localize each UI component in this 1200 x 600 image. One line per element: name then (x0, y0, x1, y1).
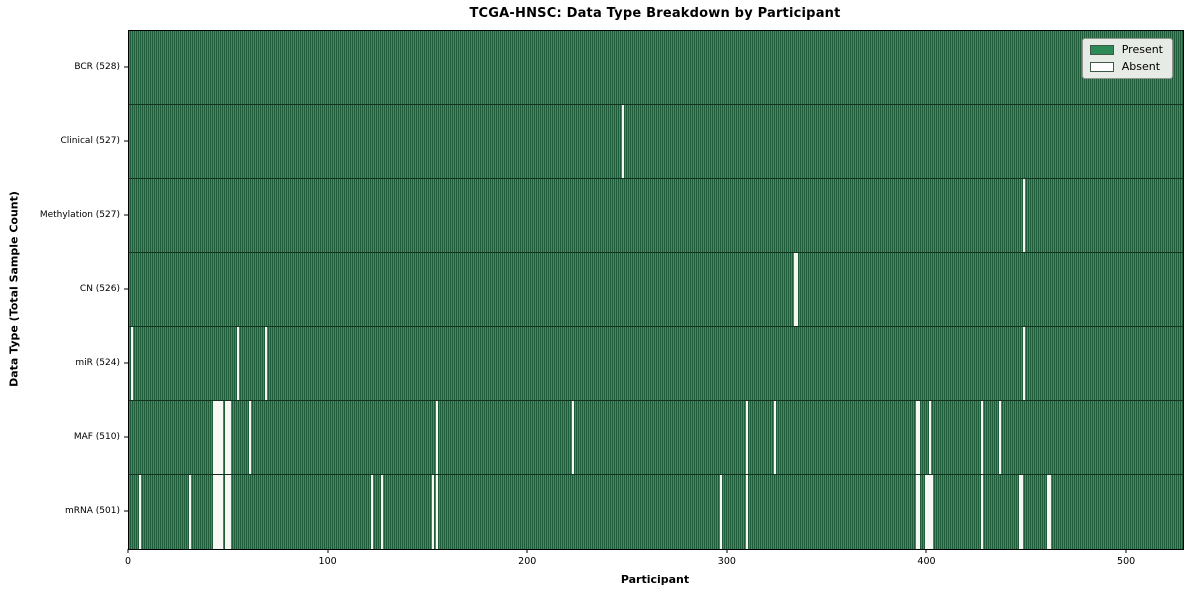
absent-gap (931, 475, 934, 549)
absent-gap (212, 475, 215, 549)
absent-gap (370, 475, 373, 549)
absent-gap (981, 401, 984, 474)
y-tick-mark (124, 214, 128, 216)
x-tick-label: 0 (124, 556, 132, 567)
y-tick-mark (124, 288, 128, 290)
absent-gap (138, 475, 141, 549)
legend: Present Absent (1081, 38, 1173, 79)
legend-entry-absent: Absent (1089, 60, 1163, 73)
absent-gap (228, 475, 231, 549)
absent-gap (214, 401, 217, 474)
x-tick-label: 100 (318, 556, 337, 567)
legend-label-present: Present (1121, 43, 1163, 56)
absent-gap (773, 401, 776, 474)
absent-gap (130, 327, 133, 400)
absent-gap (929, 475, 932, 549)
x-axis-label: Participant (620, 573, 690, 586)
absent-gap (220, 401, 223, 474)
absent-gap (216, 401, 219, 474)
x-tick-label: 300 (717, 556, 736, 567)
legend-label-absent: Absent (1121, 60, 1161, 73)
heatmap-row-CN (129, 253, 1183, 327)
heatmap-row-Methylation (129, 179, 1183, 253)
y-tick-label: miR (524) (75, 358, 120, 368)
absent-gap (999, 401, 1002, 474)
absent-gap (248, 401, 251, 474)
absent-gap (212, 401, 215, 474)
absent-gap (1023, 327, 1026, 400)
y-tick-label: mRNA (501) (65, 506, 120, 516)
x-tick-mark (526, 549, 528, 553)
absent-gap (214, 475, 217, 549)
absent-gap (929, 401, 932, 474)
absent-gap (226, 401, 229, 474)
absent-gap (380, 475, 383, 549)
y-tick-mark (124, 362, 128, 364)
heatmap-row-BCR (129, 31, 1183, 105)
absent-gap (1019, 475, 1022, 549)
y-tick-mark (124, 140, 128, 142)
x-tick-label: 500 (1117, 556, 1136, 567)
absent-gap (572, 401, 575, 474)
heatmap-row-miR (129, 327, 1183, 401)
x-tick-mark (925, 549, 927, 553)
absent-gap (1023, 179, 1026, 252)
x-tick-mark (127, 549, 129, 553)
absent-gap (745, 401, 748, 474)
y-tick-label: Clinical (527) (60, 136, 120, 146)
x-tick-mark (327, 549, 329, 553)
absent-gap (228, 401, 231, 474)
absent-gap (224, 475, 227, 549)
absent-gap (927, 475, 930, 549)
x-tick-mark (726, 549, 728, 553)
absent-gap (236, 327, 239, 400)
y-tick-label: BCR (528) (74, 62, 120, 72)
absent-gap (436, 475, 439, 549)
absent-gap (188, 475, 191, 549)
absent-gap (793, 253, 796, 326)
absent-gap (795, 253, 798, 326)
absent-gap (917, 475, 920, 549)
absent-gap (981, 475, 984, 549)
absent-gap (220, 475, 223, 549)
absent-gap (432, 475, 435, 549)
y-tick-label: CN (526) (79, 284, 120, 294)
heatmap-plot-area (128, 30, 1184, 550)
absent-gap (436, 401, 439, 474)
absent-gap (1021, 475, 1024, 549)
chart-title: TCGA-HNSC: Data Type Breakdown by Partic… (469, 6, 841, 21)
absent-swatch-icon (1089, 62, 1114, 72)
x-tick-label: 200 (518, 556, 537, 567)
absent-gap (218, 475, 221, 549)
absent-gap (216, 475, 219, 549)
legend-entry-present: Present (1089, 43, 1163, 56)
absent-gap (218, 401, 221, 474)
absent-gap (622, 105, 625, 178)
absent-gap (224, 401, 227, 474)
y-tick-label: MAF (510) (73, 432, 120, 442)
present-swatch-icon (1089, 45, 1114, 55)
absent-gap (925, 475, 928, 549)
y-tick-label: Methylation (527) (39, 210, 120, 220)
absent-gap (1047, 475, 1050, 549)
x-tick-mark (1125, 549, 1127, 553)
y-tick-mark (124, 436, 128, 438)
heatmap-row-mRNA (129, 475, 1183, 549)
absent-gap (745, 475, 748, 549)
absent-gap (264, 327, 267, 400)
y-tick-mark (124, 510, 128, 512)
absent-gap (915, 475, 918, 549)
absent-gap (915, 401, 918, 474)
heatmap-row-MAF (129, 401, 1183, 475)
absent-gap (1049, 475, 1052, 549)
x-tick-label: 400 (917, 556, 936, 567)
heatmap-row-Clinical (129, 105, 1183, 179)
absent-gap (719, 475, 722, 549)
absent-gap (226, 475, 229, 549)
y-tick-mark (124, 66, 128, 68)
absent-gap (917, 401, 920, 474)
